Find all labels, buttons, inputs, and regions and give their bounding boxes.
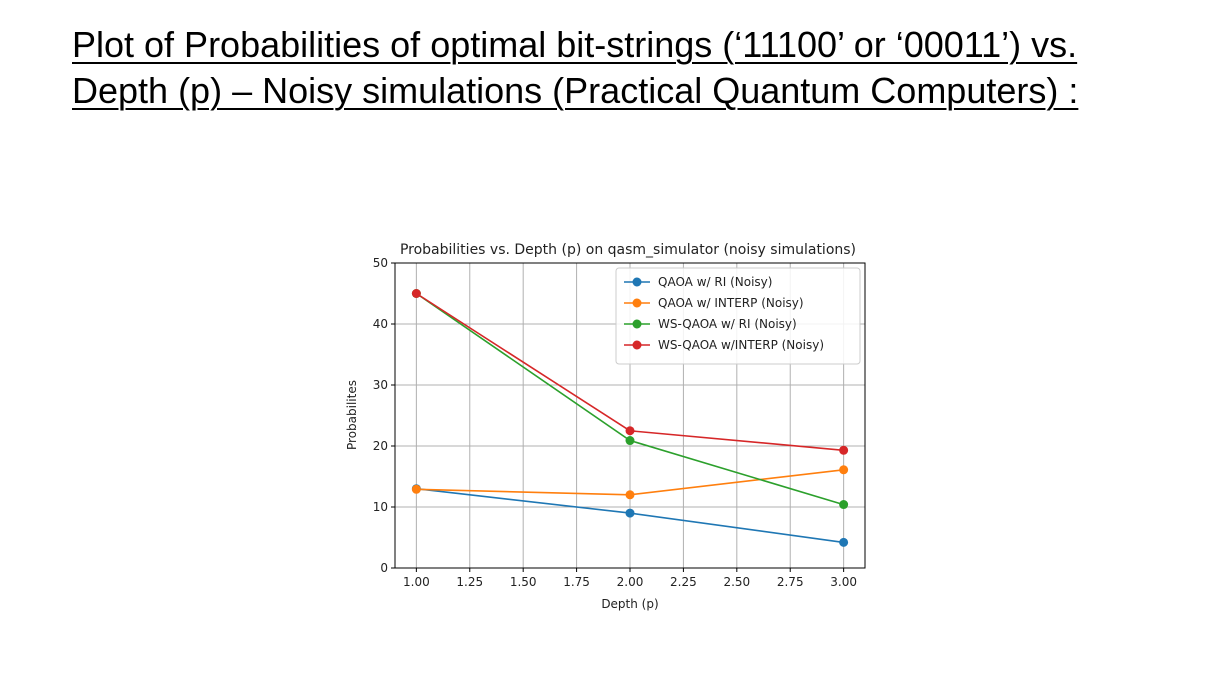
legend: QAOA w/ RI (Noisy) QAOA w/ INTERP (Noisy)… [615, 267, 861, 365]
data-point [839, 500, 849, 510]
plot-frame [394, 262, 866, 569]
data-point [411, 289, 421, 298]
x-tick-label: 2.75 [777, 575, 804, 589]
data-point [625, 436, 635, 446]
x-tick-label: 1.50 [510, 575, 537, 589]
x-tick-label: 3.00 [830, 575, 857, 589]
data-point [625, 426, 635, 436]
data-point [411, 484, 421, 494]
y-tick-label: 40 [373, 317, 388, 331]
y-tick-label: 50 [373, 256, 388, 270]
y-axis-ticks: 0 10 20 30 40 50 [373, 256, 395, 575]
x-axis-label: Depth (p) [601, 597, 658, 611]
legend-label: QAOA w/ RI (Noisy) [658, 275, 772, 289]
legend-label: WS-QAOA w/ RI (Noisy) [658, 317, 797, 331]
x-tick-label: 2.00 [617, 575, 644, 589]
data-point [839, 537, 849, 547]
chart-title: Probabilities vs. Depth (p) on qasm_simu… [400, 242, 856, 258]
data-point [625, 508, 635, 518]
x-tick-label: 1.25 [456, 575, 483, 589]
y-tick-label: 10 [373, 500, 388, 514]
legend-box [615, 267, 861, 365]
legend-swatch-marker [632, 319, 642, 329]
data-point [625, 490, 635, 500]
legend-label: QAOA w/ INTERP (Noisy) [658, 296, 804, 310]
x-axis-ticks: 1.00 1.25 1.50 1.75 2.00 2.25 2.50 2.75 3.00 [403, 568, 857, 589]
x-tick-label: 1.00 [403, 575, 430, 589]
y-tick-label: 0 [380, 561, 388, 575]
legend-swatch-marker [632, 340, 642, 350]
x-tick-label: 1.75 [563, 575, 590, 589]
data-point [839, 445, 849, 455]
x-tick-label: 2.50 [723, 575, 750, 589]
legend-swatch-marker [632, 298, 642, 308]
x-tick-label: 2.25 [670, 575, 697, 589]
data-point [839, 465, 849, 475]
legend-label: WS-QAOA w/INTERP (Noisy) [658, 338, 824, 352]
y-axis-label: Probabilites [345, 380, 359, 450]
legend-swatch-marker [632, 277, 642, 287]
series-points [411, 289, 849, 547]
y-tick-label: 30 [373, 378, 388, 392]
slide-title: Plot of Probabilities of optimal bit-str… [72, 24, 1079, 111]
y-tick-label: 20 [373, 439, 388, 453]
